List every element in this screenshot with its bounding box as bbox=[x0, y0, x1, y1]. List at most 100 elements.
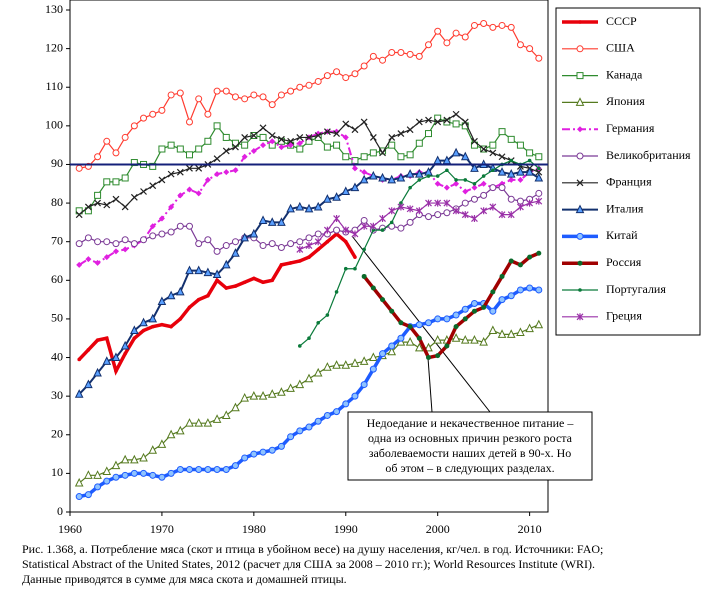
marker bbox=[414, 168, 424, 178]
marker bbox=[224, 286, 229, 290]
marker bbox=[406, 151, 414, 159]
marker bbox=[112, 248, 119, 255]
marker bbox=[360, 62, 368, 70]
marker bbox=[231, 93, 239, 101]
marker bbox=[353, 255, 357, 259]
marker bbox=[114, 369, 118, 373]
marker bbox=[221, 410, 231, 419]
marker bbox=[470, 299, 478, 307]
marker bbox=[214, 171, 221, 178]
marker bbox=[526, 149, 534, 157]
marker bbox=[112, 473, 120, 481]
y-tick-label: 110 bbox=[45, 79, 63, 93]
marker bbox=[498, 153, 506, 161]
marker bbox=[506, 168, 516, 178]
marker bbox=[222, 87, 230, 95]
marker bbox=[158, 145, 166, 153]
marker bbox=[443, 315, 451, 323]
annotation-text: заболеваемости наших детей в 90-х. Но bbox=[369, 446, 572, 460]
marker bbox=[212, 269, 222, 279]
legend-marker bbox=[576, 232, 584, 240]
marker bbox=[204, 236, 212, 244]
marker bbox=[95, 338, 100, 342]
marker bbox=[452, 29, 460, 37]
marker bbox=[443, 118, 451, 126]
marker bbox=[123, 351, 127, 356]
marker bbox=[231, 248, 240, 257]
series-line bbox=[79, 22, 540, 169]
marker bbox=[277, 442, 285, 450]
marker bbox=[103, 178, 111, 186]
marker bbox=[157, 296, 167, 306]
x-tick-label: 1980 bbox=[242, 522, 266, 536]
marker bbox=[195, 95, 203, 103]
legend-marker bbox=[578, 288, 582, 292]
marker bbox=[371, 228, 376, 232]
marker bbox=[241, 153, 248, 160]
marker bbox=[149, 223, 156, 230]
marker bbox=[414, 342, 424, 352]
marker bbox=[84, 491, 92, 499]
marker bbox=[408, 185, 412, 190]
marker bbox=[168, 203, 175, 210]
marker bbox=[507, 292, 515, 300]
marker bbox=[203, 418, 213, 427]
marker bbox=[233, 284, 238, 288]
marker bbox=[489, 203, 497, 211]
marker bbox=[287, 433, 295, 441]
marker bbox=[369, 149, 377, 157]
marker bbox=[406, 50, 414, 58]
marker bbox=[405, 336, 415, 346]
legend-label: Франция bbox=[606, 175, 652, 189]
marker bbox=[434, 27, 442, 35]
marker bbox=[215, 278, 219, 283]
marker bbox=[360, 118, 368, 126]
marker bbox=[112, 240, 120, 248]
marker bbox=[397, 334, 405, 342]
marker bbox=[507, 135, 515, 143]
marker bbox=[389, 308, 395, 314]
marker bbox=[351, 165, 358, 172]
marker bbox=[314, 132, 322, 139]
marker bbox=[480, 207, 488, 215]
marker bbox=[425, 213, 432, 221]
marker bbox=[405, 168, 415, 178]
marker bbox=[277, 243, 285, 251]
marker bbox=[111, 460, 121, 470]
marker bbox=[277, 387, 286, 396]
marker bbox=[379, 215, 386, 223]
marker bbox=[434, 180, 441, 187]
marker bbox=[443, 209, 451, 217]
marker bbox=[84, 379, 93, 389]
marker bbox=[231, 462, 239, 470]
marker bbox=[316, 247, 320, 252]
marker bbox=[94, 259, 101, 266]
marker bbox=[497, 329, 507, 338]
marker bbox=[351, 230, 359, 238]
marker bbox=[121, 133, 129, 141]
marker bbox=[140, 188, 147, 195]
marker bbox=[85, 256, 92, 263]
marker bbox=[93, 367, 102, 377]
y-tick-label: 100 bbox=[45, 118, 63, 132]
marker bbox=[433, 335, 443, 344]
marker bbox=[241, 134, 249, 141]
marker bbox=[489, 149, 497, 157]
marker bbox=[472, 181, 477, 186]
marker bbox=[298, 259, 302, 263]
marker bbox=[370, 285, 376, 291]
marker bbox=[149, 162, 157, 170]
annotation-arrow bbox=[427, 357, 433, 413]
marker bbox=[75, 164, 83, 172]
marker bbox=[102, 466, 112, 475]
marker bbox=[149, 110, 157, 118]
marker bbox=[185, 418, 194, 427]
marker bbox=[361, 169, 368, 176]
marker bbox=[507, 195, 515, 203]
marker bbox=[507, 211, 515, 219]
marker bbox=[434, 211, 442, 219]
marker bbox=[332, 360, 341, 369]
marker bbox=[104, 336, 109, 341]
marker bbox=[387, 346, 397, 356]
marker bbox=[397, 224, 405, 232]
